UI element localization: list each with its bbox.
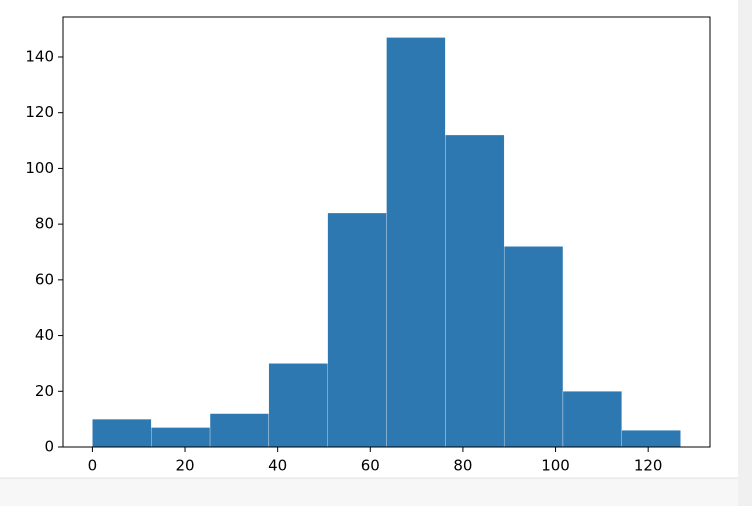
footer-strip — [0, 478, 738, 506]
y-tick-label: 80 — [35, 215, 54, 233]
x-tick-label: 20 — [175, 457, 194, 475]
y-tick-label: 20 — [35, 382, 54, 400]
bar — [445, 134, 505, 448]
bar — [562, 391, 622, 448]
bar — [92, 418, 152, 448]
x-tick-label: 120 — [634, 457, 663, 475]
y-tick-label: 0 — [44, 438, 54, 456]
y-tick-label: 60 — [35, 270, 54, 288]
y-tick-label: 40 — [35, 326, 54, 344]
bar — [503, 246, 564, 448]
x-tick-label: 60 — [361, 457, 380, 475]
x-tick-label: 80 — [453, 457, 472, 475]
y-tick-label: 120 — [25, 103, 54, 121]
y-tick-label: 100 — [25, 159, 54, 177]
plot-frame — [62, 16, 711, 448]
x-tick-label: 0 — [88, 457, 98, 475]
y-tick-label: 140 — [25, 47, 54, 65]
bar — [327, 212, 387, 448]
bar — [268, 363, 328, 448]
bar — [386, 37, 446, 448]
bar — [209, 413, 270, 448]
scrollbar-strip — [738, 0, 752, 506]
x-tick-label: 40 — [268, 457, 287, 475]
x-tick-label: 100 — [541, 457, 570, 475]
bar — [621, 430, 681, 448]
bar — [151, 427, 211, 448]
